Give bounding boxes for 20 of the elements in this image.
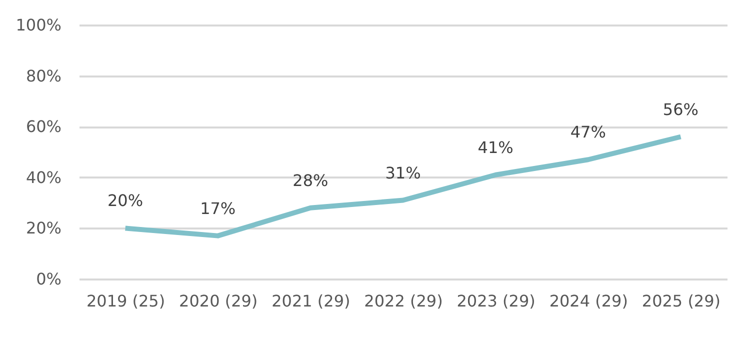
x-tick-label: 2019 (25) (86, 292, 166, 310)
data-label: 31% (385, 163, 421, 182)
data-label: 20% (108, 191, 144, 210)
y-tick-label: 100% (16, 16, 62, 34)
y-tick-label: 80% (26, 66, 62, 86)
data-label: 28% (292, 170, 328, 190)
x-tick-label: 2023 (29) (456, 292, 536, 310)
data-label: 56% (662, 100, 698, 119)
x-tick-label: 2025 (29) (642, 292, 721, 310)
y-tick-label: 20% (26, 218, 62, 238)
x-tick-label: 2024 (29) (549, 292, 628, 310)
y-tick-label: 60% (26, 117, 62, 136)
data-label: 47% (570, 122, 606, 142)
data-label: 17% (200, 198, 236, 218)
x-tick-label: 2020 (29) (179, 292, 258, 310)
x-tick-label: 2022 (29) (364, 292, 443, 310)
y-tick-label: 40% (26, 168, 62, 187)
y-tick-label: 0% (36, 270, 62, 288)
data-label: 41% (478, 138, 514, 157)
x-tick-label: 2021 (29) (272, 292, 350, 310)
